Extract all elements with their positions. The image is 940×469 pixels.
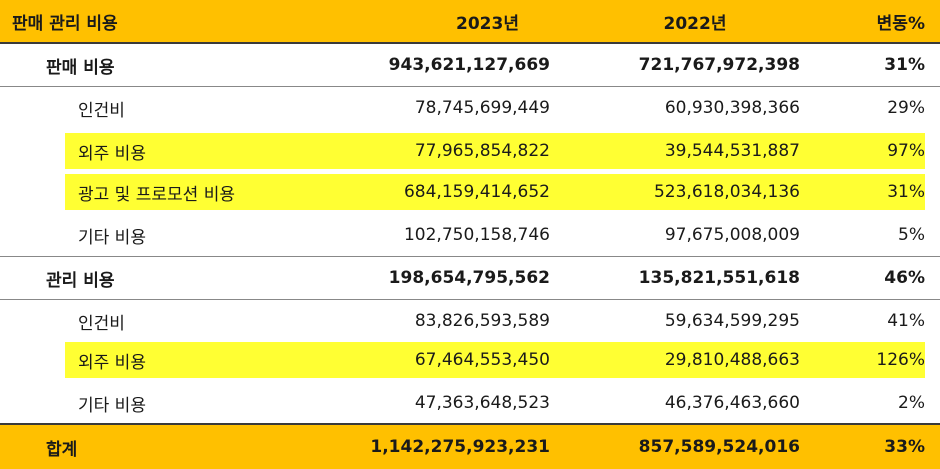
- total-2023: 1,142,275,923,231: [370, 437, 550, 457]
- header-change: 변동%: [876, 13, 925, 34]
- table-row-sales-total: 판매 비용 943,621,127,669 721,767,972,398 31…: [0, 44, 940, 86]
- row-highlight: [65, 174, 925, 210]
- row-2022: 523,618,034,136: [653, 182, 800, 202]
- row-2022: 29,810,488,663: [664, 350, 800, 370]
- row-change: 126%: [876, 350, 925, 370]
- header-divider: [0, 42, 940, 44]
- row-change: 29%: [887, 98, 925, 118]
- row-change: 46%: [884, 268, 925, 288]
- total-label: 합계: [46, 439, 78, 460]
- row-2022: 60,930,398,366: [664, 98, 800, 118]
- table-row: 기타 비용 102,750,158,746 97,675,008,009 5%: [0, 214, 940, 256]
- row-label: 관리 비용: [46, 270, 115, 291]
- row-2023: 47,363,648,523: [414, 393, 550, 413]
- table-row-highlighted: 광고 및 프로모션 비용 684,159,414,652 523,618,034…: [0, 170, 940, 214]
- table-row: 인건비 78,745,699,449 60,930,398,366 29%: [0, 87, 940, 129]
- table-row: 인건비 83,826,593,589 59,634,599,295 41%: [0, 300, 940, 342]
- row-2022: 46,376,463,660: [664, 393, 800, 413]
- row-2023: 684,159,414,652: [403, 182, 550, 202]
- total-change: 33%: [884, 437, 925, 457]
- row-change: 31%: [884, 55, 925, 75]
- table-row-highlighted: 외주 비용 67,464,553,450 29,810,488,663 126%: [0, 338, 940, 382]
- row-highlight: [65, 342, 925, 378]
- row-highlight: [65, 133, 925, 169]
- table-header: 판매 관리 비용 2023년 2022년 변동%: [0, 0, 940, 42]
- row-label: 판매 비용: [46, 57, 115, 78]
- row-divider: [0, 256, 940, 257]
- header-2022: 2022년: [663, 13, 727, 34]
- row-label: 인건비: [78, 313, 125, 334]
- table-row-highlighted: 외주 비용 77,965,854,822 39,544,531,887 97%: [0, 129, 940, 173]
- row-2023: 943,621,127,669: [388, 55, 550, 75]
- row-2022: 721,767,972,398: [638, 55, 800, 75]
- row-label: 인건비: [78, 100, 125, 121]
- row-2023: 67,464,553,450: [414, 350, 550, 370]
- row-change: 31%: [887, 182, 925, 202]
- row-2022: 59,634,599,295: [664, 311, 800, 331]
- row-change: 41%: [887, 311, 925, 331]
- row-2023: 78,745,699,449: [414, 98, 550, 118]
- row-label: 외주 비용: [78, 143, 146, 164]
- row-2023: 102,750,158,746: [403, 225, 550, 245]
- row-2022: 97,675,008,009: [664, 225, 800, 245]
- row-label: 외주 비용: [78, 352, 146, 373]
- row-change: 2%: [898, 393, 925, 413]
- total-2022: 857,589,524,016: [638, 437, 800, 457]
- table-row: 기타 비용 47,363,648,523 46,376,463,660 2%: [0, 382, 940, 424]
- row-2023: 77,965,854,822: [414, 141, 550, 161]
- row-2023: 83,826,593,589: [414, 311, 550, 331]
- table-row-grand-total: 합계 1,142,275,923,231 857,589,524,016 33%: [0, 425, 940, 469]
- row-label: 기타 비용: [78, 395, 146, 416]
- row-2023: 198,654,795,562: [388, 268, 550, 288]
- row-label: 광고 및 프로모션 비용: [78, 184, 235, 205]
- row-2022: 135,821,551,618: [638, 268, 800, 288]
- row-label: 기타 비용: [78, 227, 146, 248]
- row-divider: [0, 86, 940, 87]
- header-2023: 2023년: [456, 13, 519, 34]
- row-2022: 39,544,531,887: [664, 141, 800, 161]
- table-row-admin-total: 관리 비용 198,654,795,562 135,821,551,618 46…: [0, 257, 940, 299]
- header-label: 판매 관리 비용: [12, 13, 118, 34]
- total-divider: [0, 423, 940, 425]
- row-change: 5%: [898, 225, 925, 245]
- row-divider: [0, 299, 940, 300]
- row-change: 97%: [887, 141, 925, 161]
